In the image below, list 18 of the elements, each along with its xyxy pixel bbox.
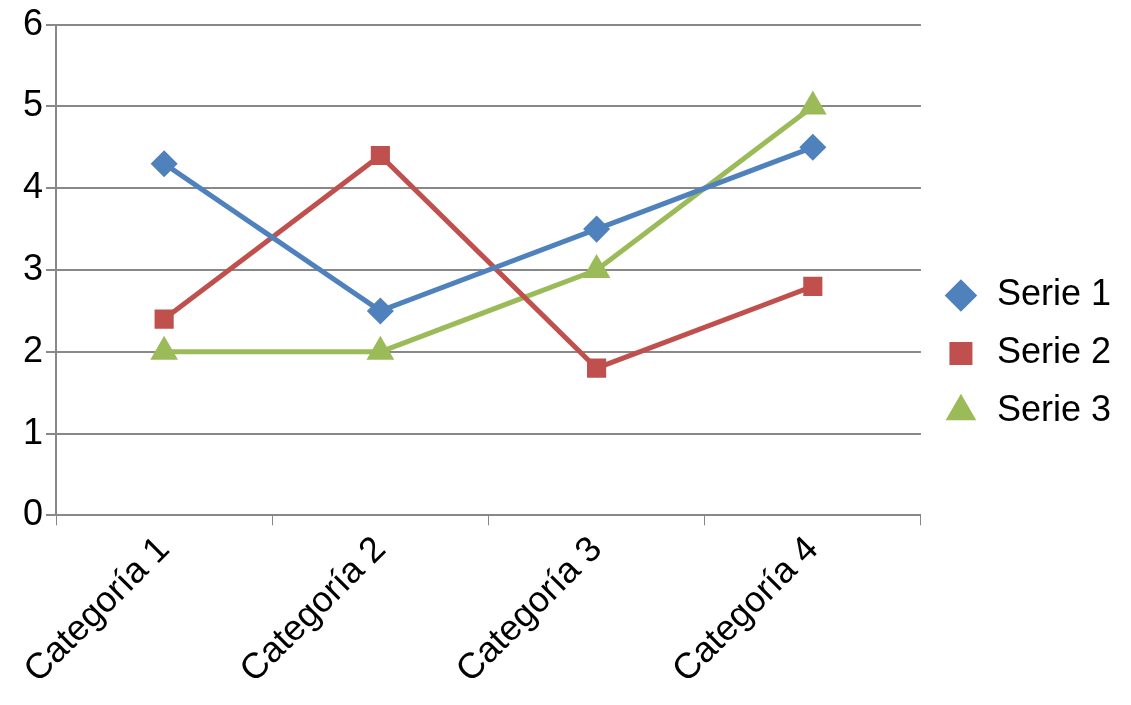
legend-label: Serie 2: [996, 330, 1112, 372]
y-tick-label: 6: [22, 1, 44, 43]
point: [587, 358, 607, 378]
point: [151, 151, 177, 177]
point: [154, 309, 174, 329]
point: [803, 276, 823, 296]
y-tick-label: 3: [22, 246, 44, 288]
y-tick-label: 5: [22, 83, 44, 125]
y-tick-label: 4: [22, 165, 44, 207]
y-tick-label: 0: [22, 492, 44, 534]
legend-label: Serie 3: [996, 388, 1112, 430]
point: [370, 145, 390, 166]
legend-label: Serie 1: [996, 272, 1112, 314]
point: [367, 298, 393, 324]
point: [584, 216, 610, 242]
point: [800, 134, 826, 160]
y-tick-label: 2: [22, 328, 44, 370]
y-tick-label: 1: [22, 410, 44, 452]
